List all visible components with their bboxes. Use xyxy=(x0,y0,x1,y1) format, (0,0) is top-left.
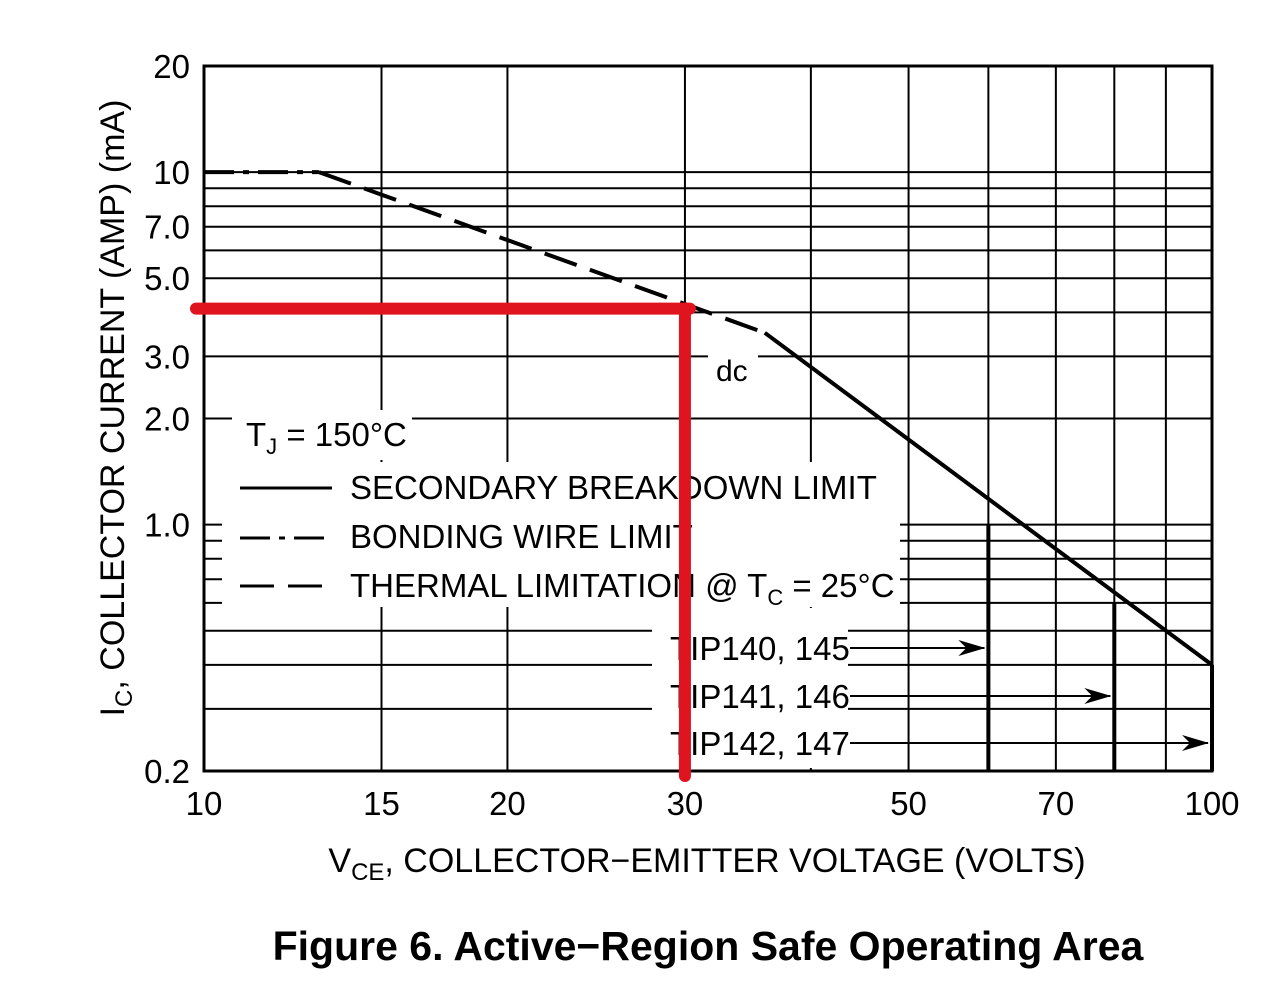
device-arrowhead xyxy=(1084,688,1112,704)
dc-label-background xyxy=(708,352,758,388)
y-tick-label: 0.2 xyxy=(144,753,190,790)
y-axis-title: IC, COLLECTOR CURRENT (AMP) (mA) xyxy=(94,100,138,717)
device-label: TIP140, 145 xyxy=(670,630,850,667)
y-tick-label: 1.0 xyxy=(144,507,190,544)
device-label: TIP142, 147 xyxy=(670,725,850,762)
x-tick-label: 70 xyxy=(1037,785,1074,822)
legend-background xyxy=(222,462,900,607)
plot-frame xyxy=(202,64,1214,773)
device-arrowhead xyxy=(958,640,986,656)
y-tick-label: 20 xyxy=(153,48,190,85)
tj-label-background xyxy=(232,410,412,460)
x-tick-label: 15 xyxy=(363,785,400,822)
y-tick-label: 2.0 xyxy=(144,401,190,438)
tj-label: TJ = 150°C xyxy=(246,416,407,459)
legend-label-secondary-breakdown: SECONDARY BREAKDOWN LIMIT xyxy=(350,469,877,506)
tick-labels: 10 15 20 30 50 70 100 0.2 1.0 2.0 3.0 5.0 7.0 10 20 xyxy=(144,48,1239,822)
legend-label-thermal-limitation: THERMAL LIMITATION @ TC = 25°C xyxy=(350,567,895,610)
x-tick-label: 10 xyxy=(186,785,223,822)
y-tick-label: 7.0 xyxy=(144,209,190,246)
device-label: TIP141, 146 xyxy=(670,678,850,715)
x-tick-label: 100 xyxy=(1184,785,1239,822)
device-arrowhead xyxy=(1182,735,1209,751)
y-tick-label: 10 xyxy=(153,154,190,191)
legend-label-bonding-wire: BONDING WIRE LIMIT xyxy=(350,518,693,555)
figure-caption: Figure 6. Active−Region Safe Operating A… xyxy=(273,923,1145,969)
red-highlight-lines xyxy=(190,302,696,782)
x-tick-label: 30 xyxy=(667,785,704,822)
curve-solid xyxy=(763,331,1214,667)
x-tick-label: 20 xyxy=(489,785,526,822)
x-axis-title: VCE, COLLECTOR−EMITTER VOLTAGE (VOLTS) xyxy=(328,842,1085,886)
y-tick-label: 3.0 xyxy=(144,338,190,375)
y-tick-label: 5.0 xyxy=(144,260,190,297)
dc-label: dc xyxy=(716,355,748,388)
device-limits: TIP140, 145 TIP141, 146 TIP142, 147 xyxy=(670,524,1214,771)
x-tick-label: 50 xyxy=(890,785,927,822)
legend: SECONDARY BREAKDOWN LIMIT BONDING WIRE L… xyxy=(240,469,895,610)
